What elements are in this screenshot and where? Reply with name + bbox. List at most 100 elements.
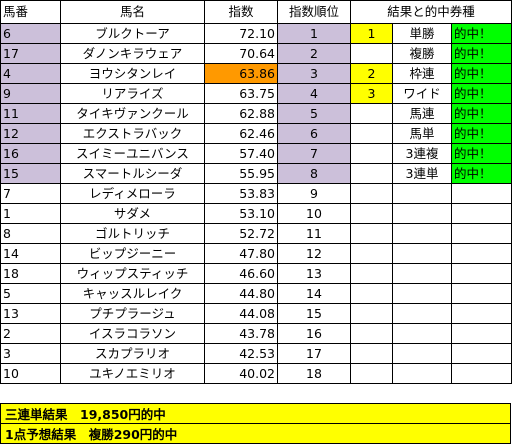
- table-row: 9 リアライズ 63.75 4 3 ワイド 的中！: [0, 83, 513, 104]
- header-bamei: 馬名: [60, 0, 205, 24]
- bamei-cell: ウィップスティッチ: [60, 263, 205, 284]
- hit-cell: 的中！: [450, 163, 513, 184]
- mark-cell: [350, 163, 393, 184]
- hit-cell: 的中！: [450, 143, 513, 164]
- shisu-cell: 46.60: [204, 263, 278, 284]
- hit-cell: 的中！: [450, 83, 513, 104]
- umaban-cell: 15: [0, 163, 61, 184]
- header-kekka: 結果と的中券種: [349, 0, 513, 24]
- table-row: 11 タイキヴァンクール 62.88 5 馬連 的中！: [0, 103, 513, 124]
- mark-cell: [350, 363, 393, 384]
- hit-cell: 的中！: [450, 103, 513, 124]
- bamei-cell: ユキノエミリオ: [60, 363, 205, 384]
- mark-cell: 1: [350, 23, 393, 44]
- header-umaban: 馬番: [0, 0, 61, 24]
- shisu-cell: 47.80: [204, 243, 278, 264]
- bet-type-cell: 3連複: [392, 143, 452, 164]
- bet-type-cell: [392, 283, 452, 304]
- umaban-cell: 13: [0, 303, 61, 324]
- juni-cell: 12: [277, 243, 351, 264]
- shisu-cell: 53.10: [204, 203, 278, 224]
- hit-cell: [450, 303, 513, 324]
- table-row: 12 エクストラバック 62.46 6 馬単 的中！: [0, 123, 513, 144]
- shisu-cell: 44.08: [204, 303, 278, 324]
- mark-cell: [350, 243, 393, 264]
- bet-type-cell: ワイド: [392, 83, 452, 104]
- juni-cell: 9: [277, 183, 351, 204]
- hit-cell: 的中！: [450, 123, 513, 144]
- hit-cell: [450, 263, 513, 284]
- bamei-cell: ビップジーニー: [60, 243, 205, 264]
- shisu-cell: 70.64: [204, 43, 278, 64]
- bamei-cell: スカプラリオ: [60, 343, 205, 364]
- table-row: 17 ダノンキラウェア 70.64 2 複勝 的中！: [0, 43, 513, 64]
- shisu-cell: 55.95: [204, 163, 278, 184]
- mark-cell: [350, 43, 393, 64]
- umaban-cell: 7: [0, 183, 61, 204]
- mark-cell: 2: [350, 63, 393, 84]
- umaban-cell: 12: [0, 123, 61, 144]
- shisu-cell: 62.46: [204, 123, 278, 144]
- hit-cell: [450, 223, 513, 244]
- juni-cell: 7: [277, 143, 351, 164]
- shisu-cell: 43.78: [204, 323, 278, 344]
- table-row: 13 プチプラージュ 44.08 15: [0, 303, 513, 324]
- umaban-cell: 3: [0, 343, 61, 364]
- bamei-cell: ダノンキラウェア: [60, 43, 205, 64]
- header-juni: 指数順位: [277, 0, 351, 24]
- header-row: 馬番 馬名 指数 指数順位 結果と的中券種: [0, 0, 513, 24]
- umaban-cell: 9: [0, 83, 61, 104]
- table-row: 10 ユキノエミリオ 40.02 18: [0, 363, 513, 384]
- shisu-cell: 63.86: [204, 63, 278, 84]
- mark-cell: [350, 123, 393, 144]
- bet-type-cell: 馬単: [392, 123, 452, 144]
- bet-type-cell: [392, 363, 452, 384]
- hit-cell: 的中！: [450, 23, 513, 44]
- table-row: 5 キャッスルレイク 44.80 14: [0, 283, 513, 304]
- hit-cell: [450, 323, 513, 344]
- hit-cell: [450, 243, 513, 264]
- bamei-cell: エクストラバック: [60, 123, 205, 144]
- mark-cell: [350, 183, 393, 204]
- umaban-cell: 8: [0, 223, 61, 244]
- hit-cell: [450, 283, 513, 304]
- table-row: 16 スイミーユニバンス 57.40 7 3連複 的中！: [0, 143, 513, 164]
- mark-cell: [350, 323, 393, 344]
- shisu-cell: 52.72: [204, 223, 278, 244]
- bamei-cell: レディメローラ: [60, 183, 205, 204]
- juni-cell: 13: [277, 263, 351, 284]
- hit-cell: [450, 363, 513, 384]
- mark-cell: [350, 303, 393, 324]
- umaban-cell: 17: [0, 43, 61, 64]
- umaban-cell: 4: [0, 63, 61, 84]
- umaban-cell: 6: [0, 23, 61, 44]
- bamei-cell: スイミーユニバンス: [60, 143, 205, 164]
- shisu-cell: 42.53: [204, 343, 278, 364]
- bamei-cell: イスラコラソン: [60, 323, 205, 344]
- table-row: 4 ヨウシタンレイ 63.86 3 2 枠連 的中！: [0, 63, 513, 84]
- mark-cell: [350, 203, 393, 224]
- header-shisu: 指数: [204, 0, 278, 24]
- bamei-cell: ブルクトーア: [60, 23, 205, 44]
- table-row: 6 ブルクトーア 72.10 1 1 単勝 的中！: [0, 23, 513, 44]
- mark-cell: [350, 103, 393, 124]
- shisu-cell: 72.10: [204, 23, 278, 44]
- bamei-cell: キャッスルレイク: [60, 283, 205, 304]
- shisu-cell: 40.02: [204, 363, 278, 384]
- umaban-cell: 16: [0, 143, 61, 164]
- hit-cell: [450, 343, 513, 364]
- bet-type-cell: [392, 203, 452, 224]
- umaban-cell: 18: [0, 263, 61, 284]
- trifecta-result-summary: 三連単結果 19,850円的中: [0, 403, 511, 424]
- bet-type-cell: [392, 343, 452, 364]
- juni-cell: 1: [277, 23, 351, 44]
- shisu-cell: 44.80: [204, 283, 278, 304]
- bet-type-cell: [392, 263, 452, 284]
- table-row: 7 レディメローラ 53.83 9: [0, 183, 513, 204]
- bet-type-cell: [392, 223, 452, 244]
- single-pick-result-summary: 1点予想結果 複勝290円的中: [0, 423, 511, 444]
- bamei-cell: サダメ: [60, 203, 205, 224]
- umaban-cell: 14: [0, 243, 61, 264]
- shisu-cell: 57.40: [204, 143, 278, 164]
